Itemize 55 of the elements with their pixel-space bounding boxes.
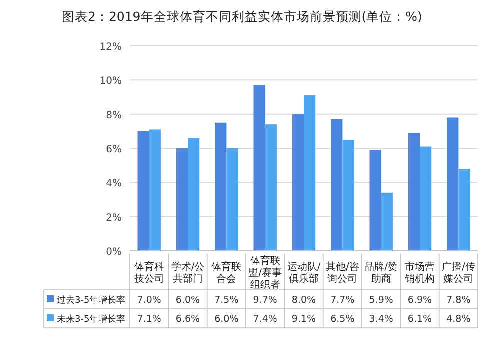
data-label: 3.4% <box>369 314 394 325</box>
data-label: 7.4% <box>253 314 278 325</box>
x-tick-label: 体育联合会 <box>212 261 242 285</box>
data-label: 7.1% <box>137 314 162 325</box>
bar <box>292 114 304 251</box>
bar <box>370 150 382 251</box>
bar <box>254 85 266 251</box>
data-label: 6.9% <box>408 295 432 306</box>
data-label: 7.5% <box>214 295 239 306</box>
y-tick-label: 6% <box>106 144 122 156</box>
data-label: 6.6% <box>176 314 200 325</box>
bar <box>447 118 459 251</box>
bar <box>149 130 161 251</box>
x-tick-label: 广播/传媒公司 <box>442 261 476 285</box>
bar <box>408 133 420 251</box>
legend-label: 未来3-5年增长率 <box>57 314 126 325</box>
bar <box>342 140 354 251</box>
bar <box>381 192 393 251</box>
data-label: 6.0% <box>176 295 200 306</box>
x-tick-label: 市场营销机构 <box>404 261 435 285</box>
bar <box>176 148 188 251</box>
x-tick-label: 体育联盟/赛事组织者 <box>248 255 282 291</box>
bar <box>226 148 238 251</box>
legend-label: 过去3-5年增长率 <box>57 295 126 306</box>
x-tick-label: 其他/咨询公司 <box>326 261 360 285</box>
y-tick-label: 12% <box>100 42 122 53</box>
bar <box>331 119 343 251</box>
x-tick-label: 品牌/赞助商 <box>364 261 398 285</box>
bar <box>265 124 277 251</box>
data-label: 7.0% <box>137 295 162 306</box>
data-label: 6.1% <box>408 314 432 325</box>
bar <box>420 146 432 251</box>
y-tick-label: 4% <box>106 178 122 190</box>
bar <box>458 169 470 251</box>
data-label: 7.7% <box>330 295 355 306</box>
y-tick-label: 0% <box>106 247 122 258</box>
y-tick-label: 10% <box>100 76 122 88</box>
x-tick-label: 学术/公共部门 <box>171 261 205 285</box>
y-tick-label: 2% <box>106 212 122 224</box>
data-label: 4.8% <box>446 314 471 325</box>
data-label: 6.5% <box>330 314 355 325</box>
data-label: 9.1% <box>292 314 316 325</box>
y-tick-label: 8% <box>106 110 122 122</box>
bar <box>188 138 200 251</box>
chart-title: 图表2：2019年全球体育不同利益实体市场前景预测(单位：%) <box>62 9 422 24</box>
data-label: 6.0% <box>214 314 239 325</box>
bar <box>138 131 150 251</box>
x-tick-label: 运动队/俱乐部 <box>287 261 322 285</box>
data-label: 9.7% <box>253 295 278 306</box>
data-label: 7.8% <box>446 295 471 306</box>
data-label: 8.0% <box>292 295 316 306</box>
x-tick-label: 体育科技公司 <box>133 261 164 285</box>
bar <box>304 96 316 251</box>
bar <box>215 122 227 251</box>
data-label: 5.9% <box>369 295 394 306</box>
